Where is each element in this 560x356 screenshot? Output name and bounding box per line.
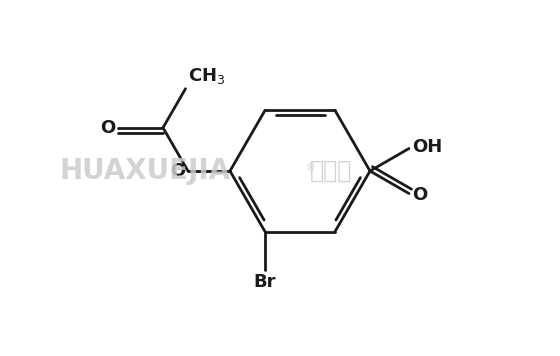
Text: HUAXUEJIA: HUAXUEJIA [60, 157, 231, 185]
Text: 化学加: 化学加 [310, 159, 352, 183]
Text: Br: Br [254, 273, 276, 290]
Text: O: O [170, 162, 185, 180]
Text: O: O [100, 119, 115, 137]
Text: ®: ® [306, 163, 316, 173]
Text: OH: OH [412, 138, 442, 157]
Text: CH$_3$: CH$_3$ [188, 66, 225, 86]
Text: O: O [412, 187, 427, 204]
